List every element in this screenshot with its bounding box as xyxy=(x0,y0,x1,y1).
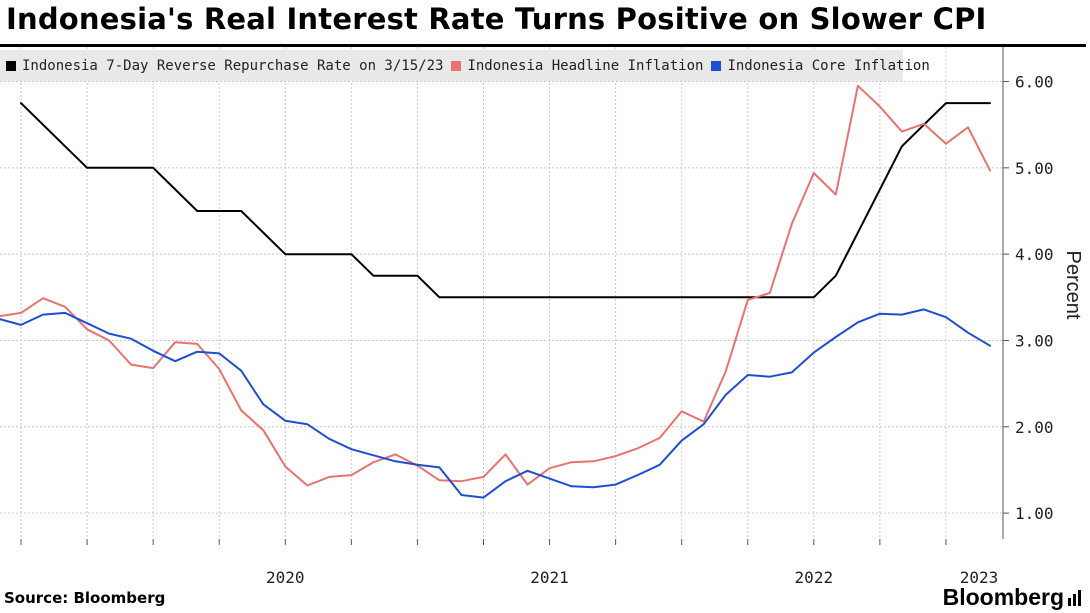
legend-item-headline-inflation: Indonesia Headline Inflation xyxy=(451,58,703,74)
source-note: Source: Bloomberg xyxy=(4,589,166,607)
y-tick-label: 5.00 xyxy=(1015,159,1054,178)
legend-label-core-inflation: Indonesia Core Inflation xyxy=(727,57,930,74)
legend-swatch-headline-inflation xyxy=(451,60,462,71)
y-tick-label: 1.00 xyxy=(1015,504,1054,523)
legend-item-policy-rate: Indonesia 7-Day Reverse Repurchase Rate … xyxy=(6,58,443,74)
y-tick-label: 2.00 xyxy=(1015,418,1054,437)
brand-wordmark: Bloomberg xyxy=(942,584,1064,610)
core-inflation-line xyxy=(0,308,991,499)
chart-title: Indonesia's Real Interest Rate Turns Pos… xyxy=(6,2,987,36)
policy-rate-line xyxy=(20,102,991,299)
title-rule xyxy=(0,44,1086,47)
chart-legend: Indonesia 7-Day Reverse Repurchase Rate … xyxy=(0,50,930,81)
x-tick-label: 2021 xyxy=(530,568,569,587)
line-chart: 1.00 2.00 3.00 4.00 5.00 6.00 Percent 2020 2021 2… xyxy=(0,47,1084,587)
y-tick-label: 4.00 xyxy=(1015,245,1054,264)
x-tick-label: 2022 xyxy=(795,568,834,587)
legend-swatch-core-inflation xyxy=(711,60,722,71)
legend-item-core-inflation: Indonesia Core Inflation xyxy=(711,57,930,74)
legend-swatch-policy-rate xyxy=(6,60,16,71)
y-tick-label: 6.00 xyxy=(1015,73,1054,92)
x-tick-label: 2023 xyxy=(960,568,999,587)
bloomberg-logo: Bloomberg xyxy=(943,584,1082,611)
y-axis-label: Percent xyxy=(1062,251,1084,320)
x-tick-label: 2020 xyxy=(266,568,305,587)
y-tick-label: 3.00 xyxy=(1015,331,1054,350)
plot-area xyxy=(0,47,1003,539)
legend-label-headline-inflation: Indonesia Headline Inflation xyxy=(467,57,704,74)
legend-label-policy-rate: Indonesia 7-Day Reverse Repurchase Rate … xyxy=(22,57,444,74)
bloomberg-terminal-icon xyxy=(1068,589,1082,606)
